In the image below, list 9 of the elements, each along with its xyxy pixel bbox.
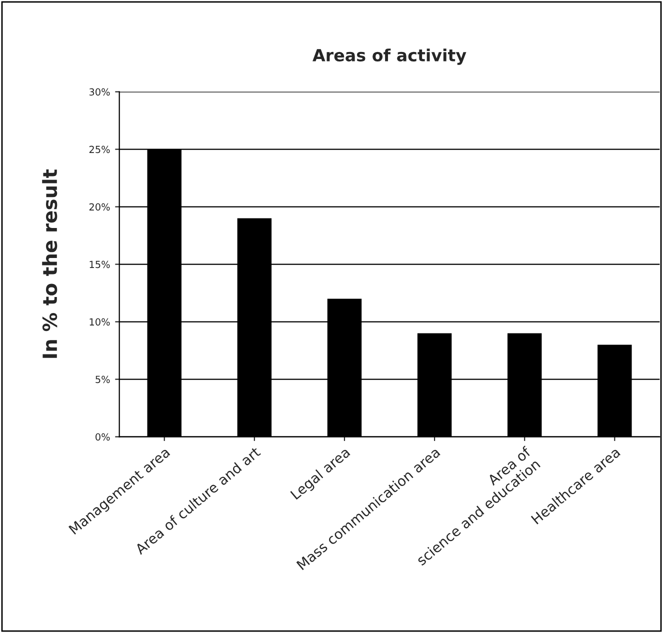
y-tick-label: 15% xyxy=(90,260,110,268)
chart-title: Areas of activity xyxy=(312,48,466,65)
y-tick-label: 30% xyxy=(89,88,110,96)
y-tick-label: 25% xyxy=(89,146,110,154)
y-tick-label: 5% xyxy=(96,376,110,384)
y-axis-title: In % to the result xyxy=(42,169,58,358)
y-tick-label: 20% xyxy=(89,203,110,211)
y-tick-label: 0% xyxy=(96,433,110,441)
y-tick-label: 10% xyxy=(90,318,110,326)
